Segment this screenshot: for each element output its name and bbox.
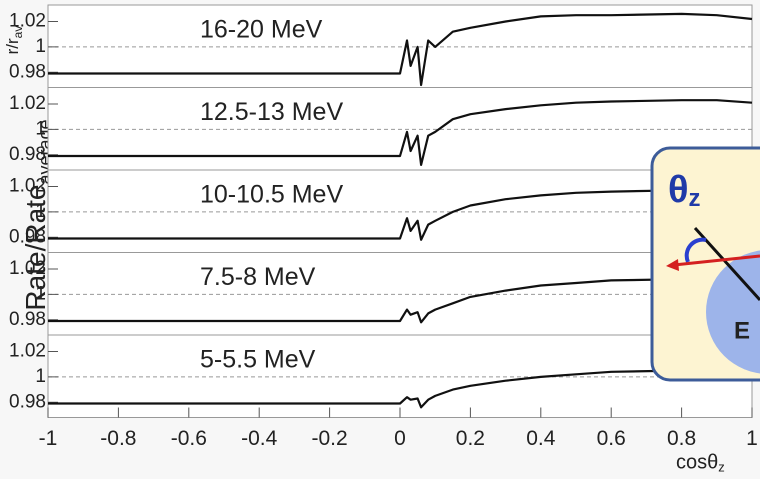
y-tick-label: 1.02 — [9, 176, 46, 197]
x-tick-label: 0 — [394, 427, 406, 450]
panel-label: 16-20 MeV — [200, 16, 323, 44]
earth — [706, 250, 760, 374]
corner-label-sub: av — [11, 26, 25, 39]
inset-symbol: θz — [668, 169, 701, 212]
x-axis-label-sub: z — [718, 460, 725, 475]
x-axis-label: cosθz — [676, 452, 725, 475]
x-tick-label: -0.4 — [241, 427, 278, 450]
x-tick-label: -0.6 — [171, 427, 207, 450]
y-tick-label: 1.02 — [9, 341, 46, 362]
x-tick-label: 0.2 — [456, 427, 485, 450]
x-tick-label: -1 — [39, 427, 58, 450]
x-tick-label: -0.2 — [312, 427, 348, 450]
panel-frame — [47, 169, 753, 253]
y-tick-label: 1.02 — [9, 11, 46, 32]
panel-label: 12.5-13 MeV — [200, 98, 343, 126]
data-line — [48, 99, 753, 166]
y-tick-label: 0.98 — [9, 309, 46, 330]
inset: θz E — [650, 146, 760, 382]
arrow-head — [666, 259, 679, 271]
data-line — [48, 369, 752, 409]
y-tick-label: 0.98 — [9, 391, 46, 412]
panel-label: 10-10.5 MeV — [200, 181, 343, 209]
y-axis-label-main: Rate/Rate — [20, 184, 51, 310]
y-tick-label: 1 — [35, 36, 46, 57]
inset-body: E — [734, 317, 750, 344]
corner-label-main: r/r — [3, 38, 22, 54]
x-tick-label: 0.8 — [667, 427, 696, 450]
panel-frame — [47, 334, 753, 418]
x-tick-label: 1 — [746, 427, 758, 450]
y-tick-label: 1 — [35, 366, 46, 387]
x-tick-label: -0.8 — [100, 427, 136, 450]
y-tick-label: 1.02 — [9, 93, 46, 114]
panel-frame — [47, 252, 753, 336]
panel-label: 7.5-8 MeV — [200, 263, 316, 291]
y-tick-label: 0.98 — [9, 144, 46, 165]
y-axis-label: Rate/Rateaverage — [20, 119, 54, 310]
inset-symbol-main: θ — [668, 169, 689, 211]
angle-arc — [684, 237, 707, 263]
y-tick-label: 1 — [35, 201, 46, 222]
direction-arrow — [673, 254, 760, 267]
y-tick-label: 0.98 — [9, 61, 46, 82]
data-line — [48, 12, 753, 87]
inset-symbol-sub: z — [689, 185, 701, 212]
x-tick-label: 0.4 — [526, 427, 556, 450]
y-tick-label: 1 — [35, 283, 46, 304]
y-tick-label: 0.98 — [9, 226, 46, 247]
data-line — [48, 278, 752, 324]
data-line — [48, 189, 752, 241]
y-tick-label: 1.02 — [9, 258, 46, 279]
x-axis-label-main: cosθ — [676, 452, 718, 474]
y-tick-label: 1 — [35, 118, 46, 139]
panel-label: 5-5.5 MeV — [200, 346, 316, 374]
panel-frame — [47, 4, 753, 88]
x-tick-label: 0.6 — [597, 427, 626, 450]
corner-label: r/rav — [3, 26, 25, 55]
